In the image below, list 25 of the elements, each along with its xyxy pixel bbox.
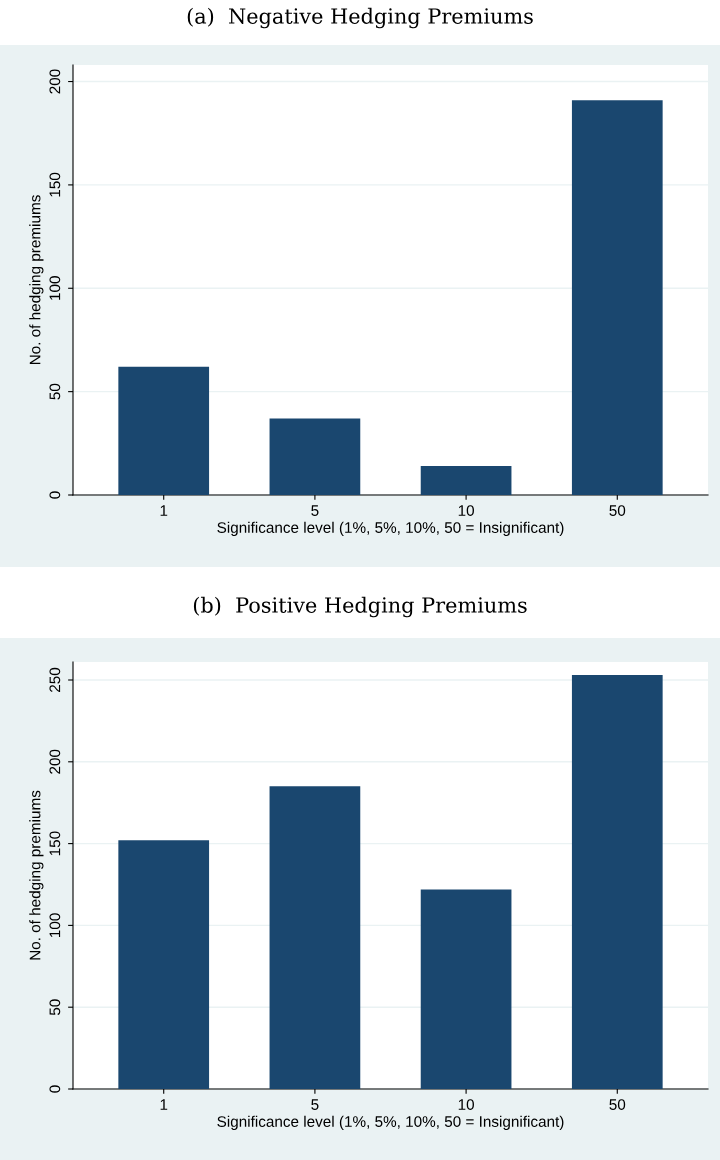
x-tick-label: 50: [609, 505, 626, 516]
x-tick-label: 5: [311, 505, 319, 516]
y-tick-label: 100: [49, 913, 61, 937]
y-axis-title: No. of hedging premiums: [29, 195, 44, 365]
y-tick-label: 50: [49, 383, 61, 400]
chart-title: (a) Negative Hedging Premiums: [187, 7, 533, 29]
x-tick-label: 10: [458, 1099, 474, 1110]
x-tick-label: 10: [458, 505, 474, 516]
y-tick-label: 50: [49, 999, 61, 1016]
y-tick-label: 100: [49, 276, 61, 300]
x-tick-label: 1: [160, 505, 168, 516]
y-tick-label: 150: [49, 172, 61, 197]
y-tick-label: 150: [49, 831, 61, 856]
y-tick-label: 200: [49, 749, 61, 774]
y-tick-label: 0: [49, 1085, 61, 1093]
y-tick-label: 200: [49, 69, 61, 94]
chart-title: (b) Positive Hedging Premiums: [193, 596, 527, 618]
x-axis-title: Significance level (1%, 5%, 10%, 50 = Insignificant): [217, 1115, 564, 1130]
y-tick-label: 0: [49, 491, 61, 499]
y-tick-label: 250: [49, 667, 61, 692]
x-tick-label: 50: [609, 1099, 626, 1110]
y-axis-title: No. of hedging premiums: [29, 790, 44, 960]
x-tick-label: 1: [160, 1099, 168, 1110]
x-tick-label: 5: [311, 1099, 319, 1110]
x-axis-title: Significance level (1%, 5%, 10%, 50 = Insignificant): [217, 521, 564, 536]
